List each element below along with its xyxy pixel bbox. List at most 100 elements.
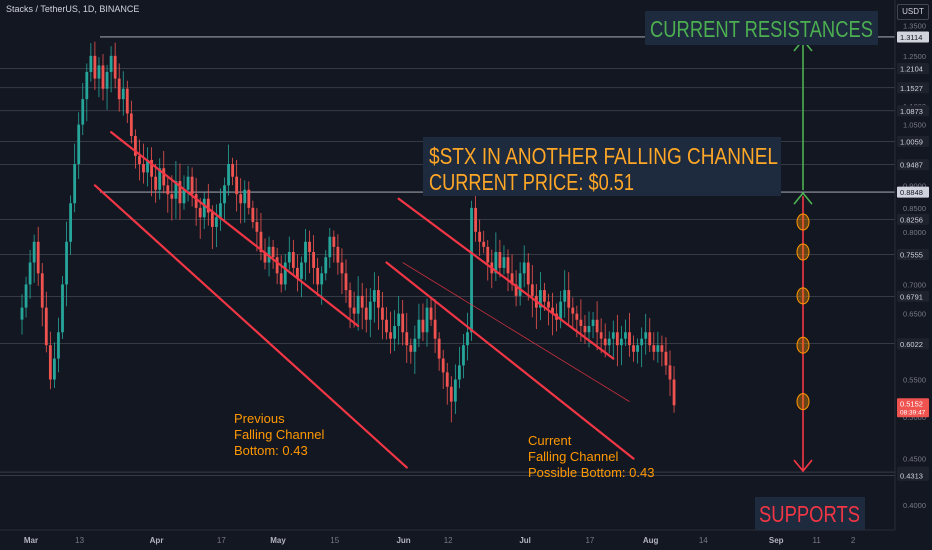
candle-body: [134, 136, 137, 156]
level-badge: [897, 469, 929, 481]
candle-body: [206, 198, 210, 213]
channel-lines: [93, 131, 635, 469]
candle-body: [300, 262, 303, 279]
y-tick-label: 0.8500: [903, 204, 926, 213]
candle-body: [150, 159, 153, 177]
channel-inner-line[interactable]: [402, 262, 630, 402]
candle-body: [389, 332, 392, 339]
plot-area[interactable]: [0, 0, 895, 530]
level-marker: [796, 336, 810, 354]
candle-body: [393, 325, 396, 339]
candle-body: [89, 55, 93, 72]
candle-body: [219, 203, 222, 218]
candle-body: [563, 290, 567, 302]
candle-body: [620, 338, 623, 346]
candle-body: [498, 252, 502, 268]
candle-body: [607, 338, 611, 346]
candle-body: [494, 252, 498, 274]
candle-body: [271, 246, 275, 258]
candle-body: [247, 189, 251, 208]
candle-body: [125, 88, 129, 114]
y-tick-label: 1.0500: [903, 121, 926, 130]
candle-body: [595, 319, 599, 333]
candle-body: [198, 207, 202, 218]
channel-previous-lower[interactable]: [93, 184, 408, 469]
x-tick-label: 17: [585, 536, 594, 545]
x-tick-label: Jul: [519, 536, 531, 545]
x-tick-label: Mar: [24, 536, 38, 545]
candle-body: [381, 307, 384, 320]
x-tick-label: 2: [851, 536, 856, 545]
level-badge-label: 0.6022: [900, 340, 923, 349]
candle-body: [640, 338, 644, 346]
currency-button[interactable]: USDT: [897, 4, 929, 20]
level-marker: [796, 243, 810, 261]
chart-title: Stacks / TetherUS, 1D, BINANCE: [6, 4, 140, 14]
candle-body: [146, 159, 149, 173]
x-tick-label: 15: [330, 536, 339, 545]
channel-previous-upper[interactable]: [109, 131, 360, 328]
candle-body: [506, 257, 510, 274]
candle-body: [599, 332, 603, 339]
candle-body: [579, 319, 583, 326]
candle-body: [81, 99, 85, 125]
level-badge-label: 0.9487: [900, 161, 923, 170]
y-tick-label: 0.7000: [903, 280, 926, 289]
candle-body: [231, 164, 234, 177]
level-badge-label: 1.2104: [900, 65, 923, 74]
candle-body: [182, 189, 186, 204]
candle-body: [644, 332, 648, 339]
level-badge-label: 0.8848: [900, 188, 923, 197]
time-axis[interactable]: Mar 13 Apr 17 May 15 Jun 12 Jul 17 Aug 14 Sep 11 2: [0, 529, 895, 550]
x-tick-label: 11: [813, 536, 822, 545]
candle-body: [559, 301, 563, 320]
candle-body: [522, 262, 526, 274]
candle-body: [69, 203, 72, 242]
x-tick-label: 14: [699, 536, 708, 545]
candle-body: [660, 345, 664, 352]
channel-current-lower[interactable]: [385, 261, 635, 460]
x-tick-label: 12: [444, 536, 453, 545]
candle-body: [591, 319, 595, 326]
candle-body: [186, 176, 190, 190]
candle-body: [215, 217, 218, 227]
previous-channel-label-2: Falling Channel: [234, 427, 324, 442]
candle-body: [336, 246, 340, 263]
resistances-label: CURRENT RESISTANCES: [650, 16, 873, 42]
x-tick-label: Apr: [150, 536, 164, 545]
candle-body: [28, 262, 32, 285]
y-tick-label: 1.2500: [903, 52, 926, 61]
level-badge-label: 0.4313: [900, 471, 923, 480]
time-axis-bg[interactable]: [0, 530, 895, 550]
candle-body: [632, 345, 635, 352]
channel-current-upper[interactable]: [397, 197, 615, 360]
current-channel-label-3: Possible Bottom: 0.43: [528, 465, 654, 480]
x-tick-label: Sep: [769, 536, 784, 545]
candle-body: [530, 284, 534, 296]
price-axis[interactable]: 1.35001.25001.15001.10001.05000.95000.90…: [894, 0, 932, 550]
title-line-1: $STX IN ANOTHER FALLING CHANNEL: [429, 143, 778, 169]
candle-body: [255, 222, 259, 232]
level-badge-label: 0.7555: [900, 250, 923, 259]
candle-body: [348, 290, 352, 308]
candle-body: [178, 180, 182, 204]
level-badge: [897, 159, 929, 171]
candle-body: [340, 262, 344, 274]
current-channel-label-2: Falling Channel: [528, 449, 618, 464]
candle-body: [567, 290, 571, 308]
candle-body: [275, 257, 279, 274]
candle-body: [121, 88, 125, 100]
candle-body: [356, 295, 360, 314]
candle-body: [287, 252, 291, 263]
candle-body: [235, 176, 239, 195]
candle-body: [251, 207, 255, 223]
candle-body: [478, 231, 482, 242]
candle-body: [611, 332, 615, 339]
supports-label: SUPPORTS: [759, 501, 860, 527]
current-channel-label-1: Current: [528, 433, 572, 448]
last-price-label: 0.5152: [900, 399, 923, 408]
candle-body: [364, 307, 368, 320]
level-badge-label: 0.6791: [900, 292, 923, 301]
